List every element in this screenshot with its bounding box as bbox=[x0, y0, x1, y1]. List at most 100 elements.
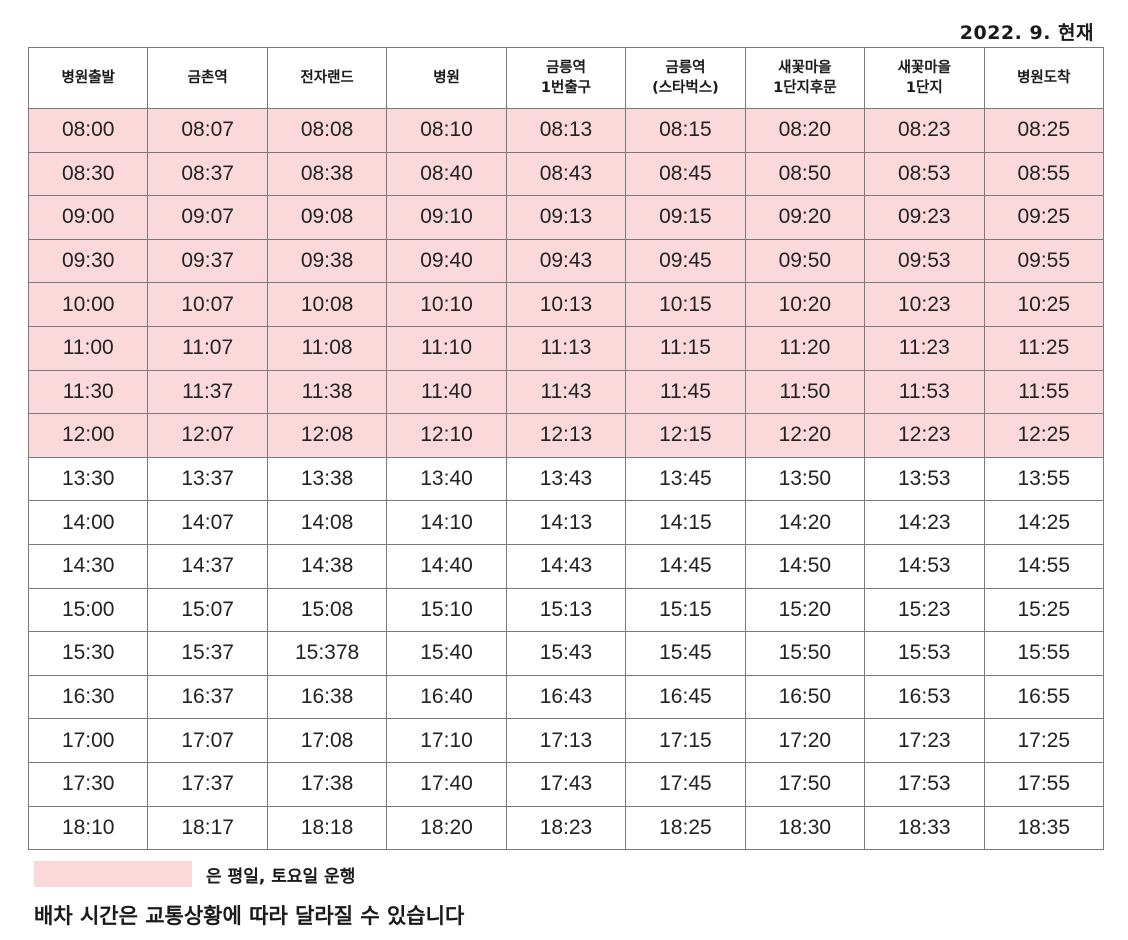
header-line: 병원 bbox=[433, 70, 460, 86]
time-cell: 16:43 bbox=[505, 674, 627, 720]
time-cell: 12:13 bbox=[505, 413, 627, 458]
table-row: 17:30 17:37 17:38 17:40 17:43 17:45 17:50 17:53… bbox=[27, 761, 1104, 807]
time-cell: 09:15 bbox=[625, 195, 746, 240]
time-cell: 15:40 bbox=[386, 631, 507, 676]
time-cell: 09:30 bbox=[27, 238, 149, 284]
table-row: 15:30 15:37 15:378 15:40 15:43 15:45 15:50 15:5… bbox=[27, 631, 1104, 676]
time-cell: 14:10 bbox=[386, 500, 507, 545]
time-cell: 15:37 bbox=[147, 631, 268, 676]
time-cell: 10:15 bbox=[625, 282, 746, 327]
table-row: 13:30 13:37 13:38 13:40 13:43 13:45 13:50 13:53… bbox=[27, 456, 1104, 502]
as-of-date: 2022. 9. 현재 bbox=[959, 22, 1094, 44]
time-cell: 09:25 bbox=[983, 195, 1104, 240]
time-cell: 11:37 bbox=[147, 369, 268, 415]
legend: 은 평일, 토요일 운행 bbox=[34, 861, 355, 887]
time-cell: 08:15 bbox=[625, 108, 746, 153]
table-row: 17:00 17:07 17:08 17:10 17:13 17:15 17:20 17:23… bbox=[27, 718, 1104, 763]
time-cell: 09:38 bbox=[266, 238, 388, 284]
time-cell: 17:15 bbox=[625, 718, 746, 763]
time-cell: 15:378 bbox=[266, 631, 388, 676]
time-cell: 10:23 bbox=[864, 282, 985, 327]
legend-swatch bbox=[34, 861, 192, 887]
time-cell: 12:15 bbox=[625, 413, 746, 458]
time-cell: 10:08 bbox=[266, 282, 388, 327]
time-cell: 08:13 bbox=[505, 108, 627, 153]
time-cell: 09:45 bbox=[625, 238, 746, 284]
time-cell: 18:33 bbox=[864, 805, 985, 851]
time-cell: 08:07 bbox=[147, 108, 268, 153]
time-cell: 11:23 bbox=[864, 325, 985, 371]
time-cell: 08:45 bbox=[625, 151, 746, 197]
header-row: 병원출발 금촌역 전자랜드 병원 금릉역 1번출구 금릉역 (스타벅스) 새꽃마을 1… bbox=[27, 47, 1104, 109]
shuttle-timetable: 병원출발 금촌역 전자랜드 병원 금릉역 1번출구 금릉역 (스타벅스) 새꽃마을 1… bbox=[27, 47, 1104, 851]
time-cell: 14:30 bbox=[27, 543, 149, 589]
time-cell: 09:37 bbox=[147, 238, 268, 284]
time-cell: 08:10 bbox=[386, 108, 507, 153]
time-cell: 15:00 bbox=[27, 587, 149, 633]
header-cell: 새꽃마을 1단지 bbox=[864, 47, 985, 109]
time-cell: 16:45 bbox=[625, 674, 746, 720]
time-cell: 14:00 bbox=[27, 500, 149, 545]
time-cell: 15:45 bbox=[625, 631, 746, 676]
time-cell: 11:13 bbox=[505, 325, 627, 371]
time-cell: 16:53 bbox=[864, 674, 985, 720]
time-cell: 08:38 bbox=[266, 151, 388, 197]
time-cell: 15:53 bbox=[864, 631, 985, 676]
time-cell: 11:38 bbox=[266, 369, 388, 415]
time-cell: 14:55 bbox=[983, 543, 1104, 589]
time-cell: 15:13 bbox=[505, 587, 627, 633]
time-cell: 11:40 bbox=[386, 369, 507, 415]
time-cell: 08:40 bbox=[386, 151, 507, 197]
time-cell: 09:43 bbox=[505, 238, 627, 284]
time-cell: 09:53 bbox=[864, 238, 985, 284]
time-cell: 10:07 bbox=[147, 282, 268, 327]
time-cell: 08:20 bbox=[744, 108, 866, 153]
time-cell: 08:50 bbox=[744, 151, 866, 197]
time-cell: 18:30 bbox=[744, 805, 866, 851]
header-line: 병원출발 bbox=[61, 70, 115, 86]
time-cell: 11:30 bbox=[27, 369, 149, 415]
time-cell: 14:08 bbox=[266, 500, 388, 545]
table-row: 12:00 12:07 12:08 12:10 12:13 12:15 12:20 12:23… bbox=[27, 413, 1104, 458]
time-cell: 17:08 bbox=[266, 718, 388, 763]
time-cell: 11:25 bbox=[983, 325, 1104, 371]
time-cell: 18:20 bbox=[386, 805, 507, 851]
table-row: 08:30 08:37 08:38 08:40 08:43 08:45 08:50 08:53… bbox=[27, 151, 1104, 197]
time-cell: 14:20 bbox=[744, 500, 866, 545]
time-cell: 08:00 bbox=[27, 108, 149, 153]
table-row: 14:00 14:07 14:08 14:10 14:13 14:15 14:20 14:23… bbox=[27, 500, 1104, 545]
table-row: 10:00 10:07 10:08 10:10 10:13 10:15 10:20 10:23… bbox=[27, 282, 1104, 327]
header-cell: 병원출발 bbox=[27, 47, 149, 109]
time-cell: 11:45 bbox=[625, 369, 746, 415]
time-cell: 12:00 bbox=[27, 413, 149, 458]
time-cell: 11:08 bbox=[266, 325, 388, 371]
time-cell: 17:40 bbox=[386, 761, 507, 807]
header-cell: 금릉역 (스타벅스) bbox=[625, 47, 746, 109]
time-cell: 13:37 bbox=[147, 456, 268, 502]
header-line: (스타벅스) bbox=[652, 80, 719, 96]
time-cell: 15:15 bbox=[625, 587, 746, 633]
table-row: 09:30 09:37 09:38 09:40 09:43 09:45 09:50 09:53… bbox=[27, 238, 1104, 284]
time-cell: 16:30 bbox=[27, 674, 149, 720]
time-cell: 08:08 bbox=[266, 108, 388, 153]
time-cell: 12:10 bbox=[386, 413, 507, 458]
legend-text: 은 평일, 토요일 운행 bbox=[206, 866, 356, 887]
time-cell: 18:10 bbox=[27, 805, 149, 851]
time-cell: 15:23 bbox=[864, 587, 985, 633]
time-cell: 17:38 bbox=[266, 761, 388, 807]
time-cell: 10:25 bbox=[983, 282, 1104, 327]
table-row: 14:30 14:37 14:38 14:40 14:43 14:45 14:50 14:53… bbox=[27, 543, 1104, 589]
table-row: 15:00 15:07 15:08 15:10 15:13 15:15 15:20 15:23… bbox=[27, 587, 1104, 633]
header-line: 금릉역 bbox=[545, 60, 586, 76]
table-row: 16:30 16:37 16:38 16:40 16:43 16:45 16:50 16:53… bbox=[27, 674, 1104, 720]
time-cell: 10:10 bbox=[386, 282, 507, 327]
time-cell: 17:43 bbox=[505, 761, 627, 807]
time-cell: 15:55 bbox=[983, 631, 1104, 676]
header-cell: 전자랜드 bbox=[266, 47, 388, 109]
time-cell: 18:17 bbox=[147, 805, 268, 851]
time-cell: 10:20 bbox=[744, 282, 866, 327]
time-cell: 13:45 bbox=[625, 456, 746, 502]
header-line: 금릉역 bbox=[665, 60, 706, 76]
time-cell: 17:55 bbox=[983, 761, 1104, 807]
time-cell: 08:30 bbox=[27, 151, 149, 197]
